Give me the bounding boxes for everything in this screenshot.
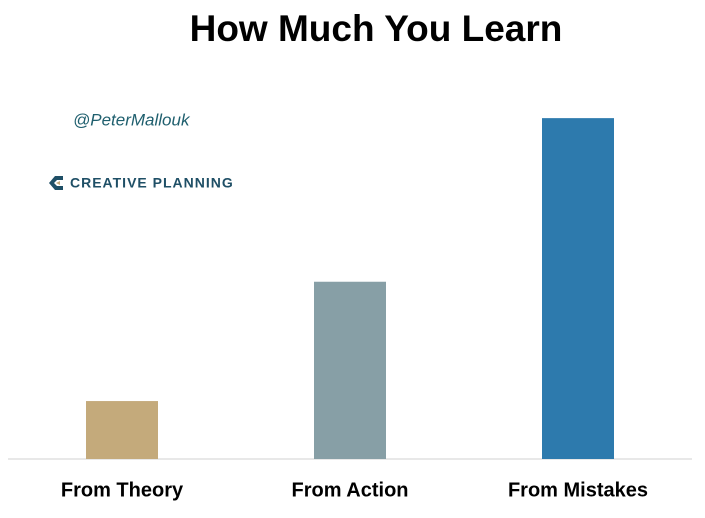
chart-title: How Much You Learn [190,8,563,49]
x-tick-label: From Mistakes [508,479,648,501]
logo-text: CREATIVE PLANNING [70,175,234,191]
logo-icon [49,176,63,190]
handle: @PeterMallouk [73,110,191,129]
bar [86,401,158,459]
bar [314,281,386,459]
bar [542,118,614,459]
x-tick-label: From Theory [61,479,184,501]
x-tick-label: From Action [291,479,408,501]
